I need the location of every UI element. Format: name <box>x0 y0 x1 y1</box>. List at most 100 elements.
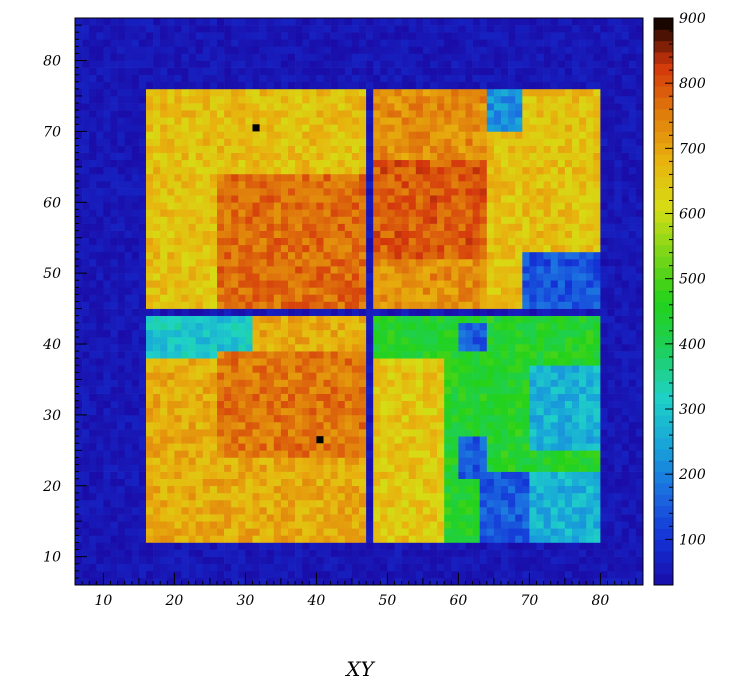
heatmap-cell <box>202 195 211 203</box>
heatmap-cell <box>593 507 601 515</box>
heatmap-cell <box>252 421 260 430</box>
heatmap-cell <box>195 152 204 161</box>
heatmap-cell <box>131 344 140 352</box>
heatmap-cell <box>493 400 502 409</box>
heatmap-cell <box>337 414 346 423</box>
heatmap-cell <box>465 429 473 437</box>
heatmap-cell <box>437 507 445 515</box>
heatmap-cell <box>458 287 466 295</box>
heatmap-cell <box>564 414 573 423</box>
heatmap-cell <box>465 471 473 479</box>
heatmap-cell <box>359 202 367 210</box>
heatmap-cell <box>138 372 147 380</box>
heatmap-cell <box>344 188 353 196</box>
heatmap-cell <box>593 429 601 437</box>
heatmap-cell <box>607 159 615 168</box>
heatmap-cell <box>316 457 324 465</box>
heatmap-cell <box>96 315 104 324</box>
heatmap-cell <box>273 195 282 203</box>
heatmap-cell <box>536 464 544 472</box>
heatmap-cell <box>82 528 90 536</box>
heatmap-cell <box>266 216 275 224</box>
heatmap-cell <box>138 542 147 550</box>
heatmap-cell <box>231 436 239 444</box>
heatmap-cell <box>586 308 594 316</box>
heatmap-cell <box>302 181 310 189</box>
heatmap-cell <box>238 237 246 246</box>
heatmap-cell <box>96 379 104 387</box>
heatmap-cell <box>96 138 104 146</box>
heatmap-cell <box>437 159 445 168</box>
heatmap-cell <box>444 528 452 536</box>
heatmap-cell <box>600 301 608 309</box>
heatmap-cell <box>344 244 353 253</box>
heatmap-cell <box>110 294 118 302</box>
heatmap-cell <box>373 358 381 366</box>
heatmap-cell <box>564 188 573 196</box>
heatmap-cell <box>550 393 559 402</box>
heatmap-cell <box>89 386 97 394</box>
heatmap-cell <box>202 436 211 444</box>
heatmap-cell <box>96 514 104 522</box>
heatmap-cell <box>217 393 225 402</box>
heatmap-cell <box>266 209 275 217</box>
heatmap-cell <box>295 549 303 557</box>
heatmap-cell <box>316 400 324 409</box>
heatmap-cell <box>579 492 587 501</box>
heatmap-cell <box>302 344 310 352</box>
heatmap-cell <box>259 365 267 373</box>
heatmap-cell <box>472 329 480 338</box>
heatmap-cell <box>508 329 516 338</box>
heatmap-cell <box>273 188 282 196</box>
heatmap-cell <box>146 138 154 146</box>
heatmap-cell <box>245 280 253 288</box>
heatmap-cell <box>628 499 637 508</box>
heatmap-cell <box>458 251 466 260</box>
heatmap-cell <box>572 429 580 437</box>
heatmap-cell <box>593 195 601 203</box>
heatmap-cell <box>614 159 622 168</box>
heatmap-cell <box>89 365 97 373</box>
heatmap-cell <box>344 521 353 529</box>
heatmap-cell <box>614 563 622 572</box>
heatmap-cell <box>323 478 331 487</box>
heatmap-cell <box>124 577 133 586</box>
heatmap-cell <box>181 429 189 437</box>
heatmap-cell <box>295 514 303 522</box>
heatmap-cell <box>337 457 346 465</box>
heatmap-cell <box>536 492 544 501</box>
heatmap-cell <box>579 209 587 217</box>
heatmap-cell <box>124 159 133 168</box>
heatmap-cell <box>167 365 175 373</box>
heatmap-cell <box>266 188 275 196</box>
heatmap-cell <box>635 421 644 430</box>
heatmap-cell <box>564 173 573 182</box>
heatmap-cell <box>600 294 608 302</box>
heatmap-cell <box>437 266 445 274</box>
heatmap-cell <box>366 195 374 203</box>
heatmap-cell <box>380 202 388 210</box>
heatmap-cell <box>628 478 637 487</box>
heatmap-cell <box>82 379 90 387</box>
heatmap-cell <box>607 457 615 465</box>
heatmap-cell <box>131 258 140 267</box>
heatmap-cell <box>96 485 104 494</box>
heatmap-cell <box>231 138 239 146</box>
heatmap-cell <box>614 258 622 267</box>
heatmap-cell <box>380 528 388 536</box>
heatmap-cell <box>586 521 594 529</box>
heatmap-cell <box>259 209 267 217</box>
heatmap-cell <box>387 159 395 168</box>
heatmap-cell <box>444 145 452 153</box>
heatmap-cell <box>408 379 417 387</box>
heatmap-cell <box>160 372 168 380</box>
heatmap-cell <box>302 202 310 210</box>
heatmap-cell <box>394 244 402 253</box>
heatmap-cell <box>330 457 338 465</box>
heatmap-cell <box>337 181 346 189</box>
heatmap-cell <box>181 407 189 416</box>
heatmap-cell <box>302 280 310 288</box>
heatmap-cell <box>188 365 196 373</box>
heatmap-cell <box>302 308 310 316</box>
heatmap-cell <box>508 251 516 260</box>
